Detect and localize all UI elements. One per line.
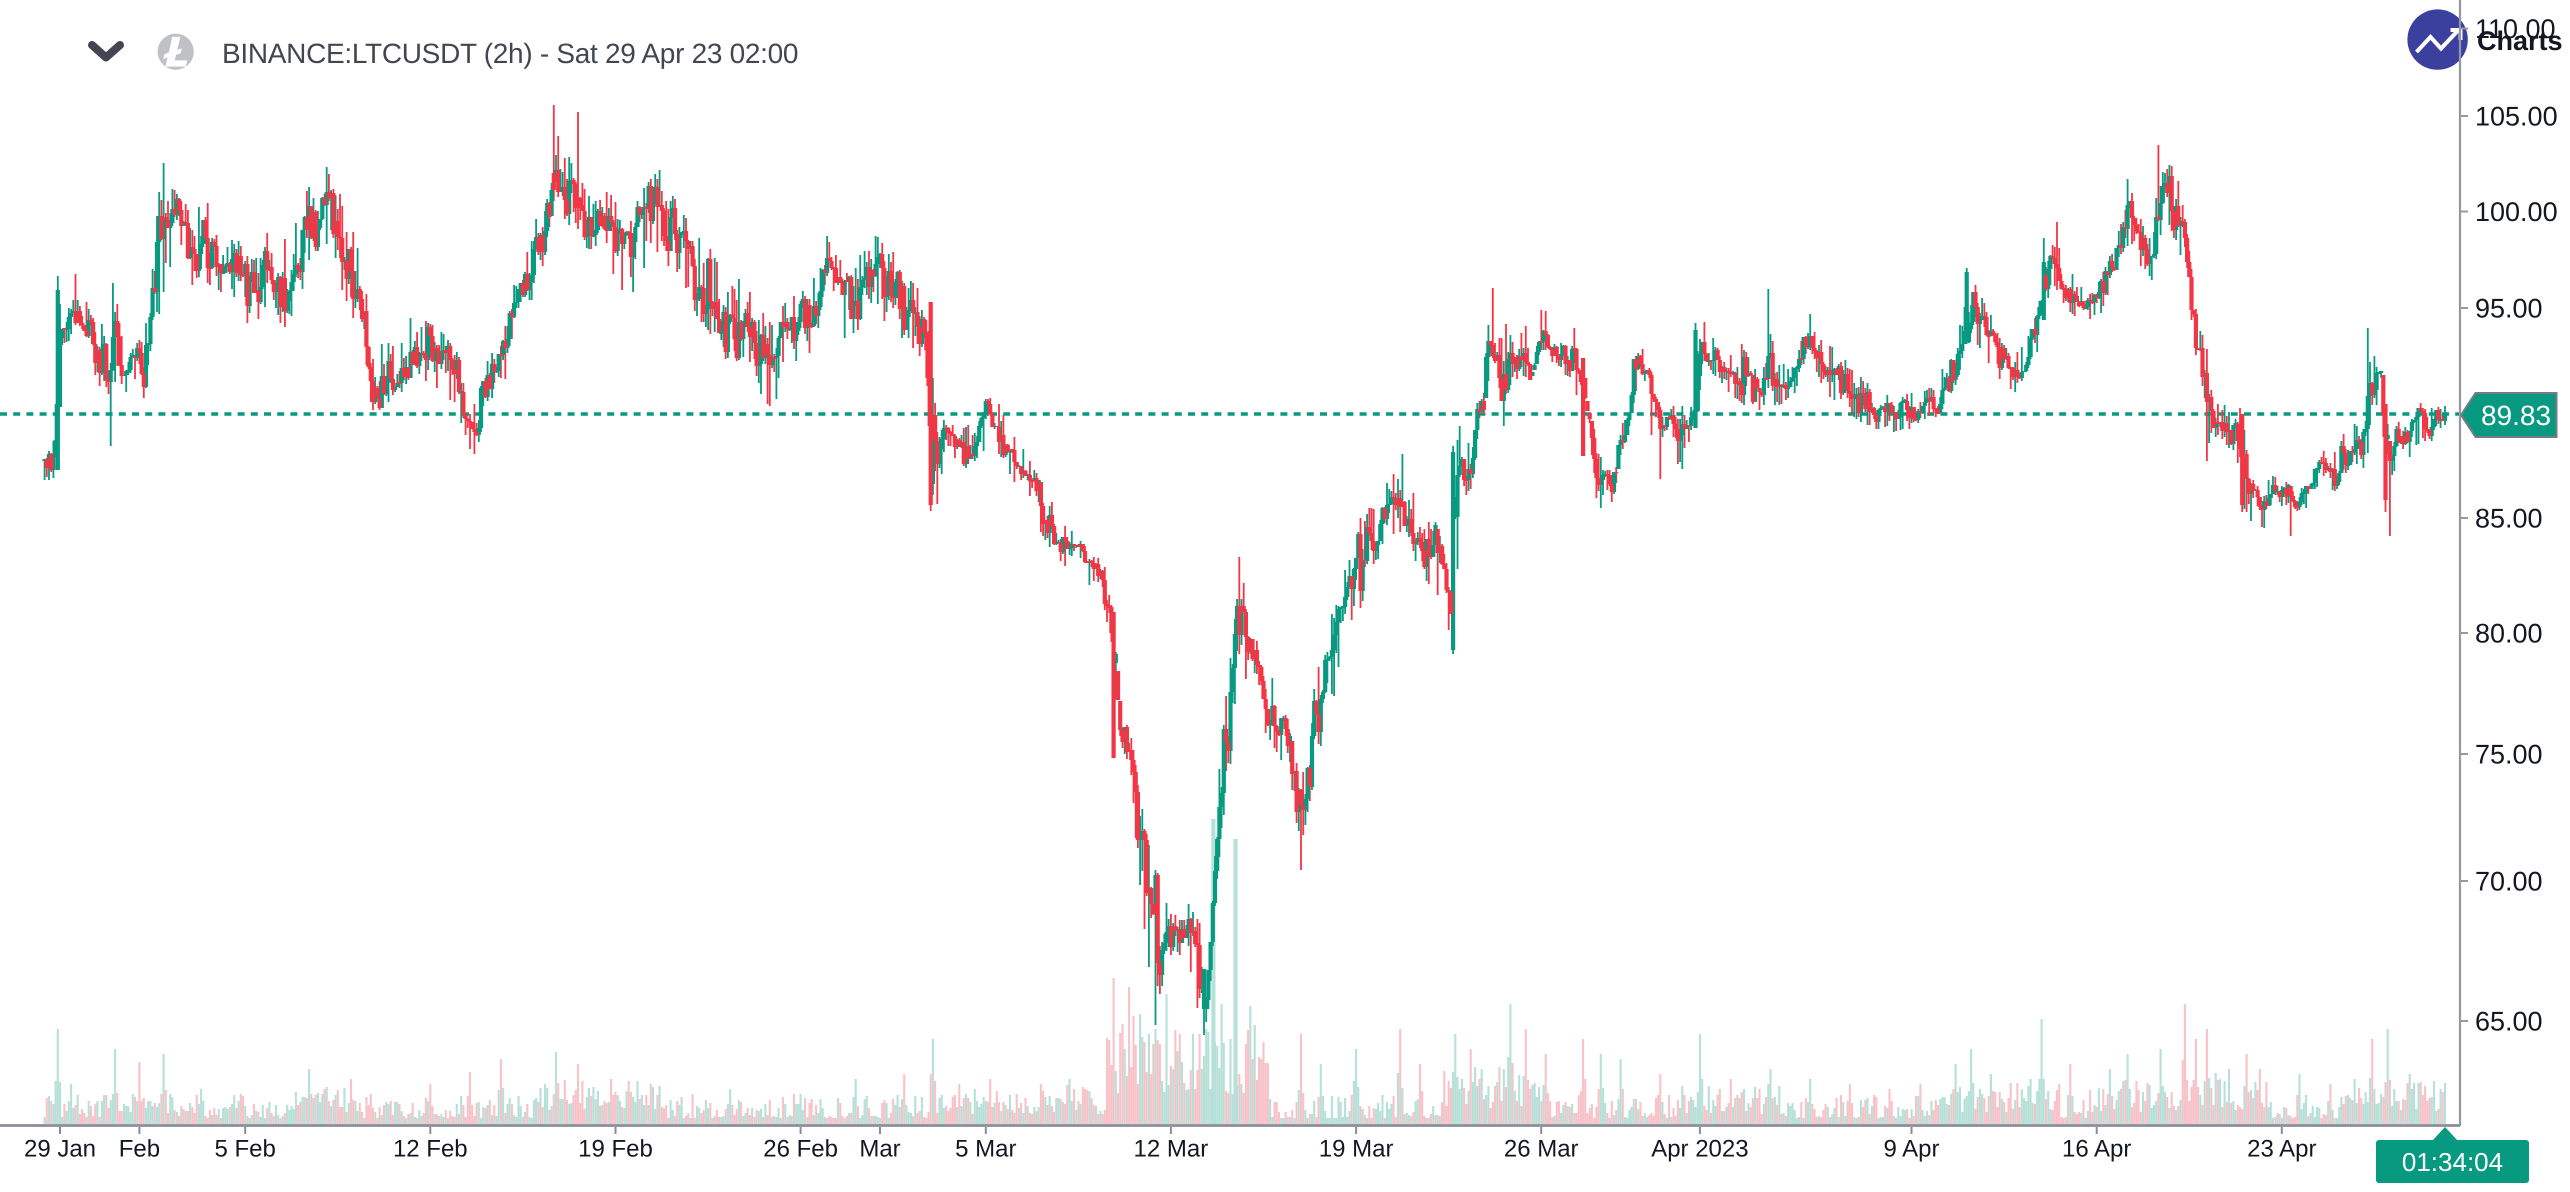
svg-text:89.83: 89.83 bbox=[2481, 400, 2551, 431]
svg-text:Charts b: Charts b bbox=[2477, 26, 2570, 56]
svg-text:Feb: Feb bbox=[119, 1136, 160, 1163]
svg-text:80.00: 80.00 bbox=[2475, 619, 2543, 649]
svg-text:19 Mar: 19 Mar bbox=[1319, 1136, 1394, 1163]
svg-text:BINANCE:LTCUSDT (2h) - Sat 29: BINANCE:LTCUSDT (2h) - Sat 29 Apr 23 02:… bbox=[222, 38, 798, 69]
svg-text:85.00: 85.00 bbox=[2475, 504, 2543, 534]
svg-text:65.00: 65.00 bbox=[2475, 1007, 2543, 1037]
svg-text:75.00: 75.00 bbox=[2475, 740, 2543, 770]
svg-text:Mar: Mar bbox=[859, 1136, 900, 1163]
svg-text:12 Mar: 12 Mar bbox=[1134, 1136, 1209, 1163]
svg-text:110.00: 110.00 bbox=[2475, 14, 2556, 44]
svg-text:23 Apr: 23 Apr bbox=[2247, 1136, 2316, 1163]
svg-text:100.00: 100.00 bbox=[2475, 197, 2558, 227]
svg-text:26 Feb: 26 Feb bbox=[763, 1136, 838, 1163]
svg-text:26 Mar: 26 Mar bbox=[1504, 1136, 1579, 1163]
svg-text:01:34:04: 01:34:04 bbox=[2402, 1147, 2503, 1177]
svg-text:9 Apr: 9 Apr bbox=[1883, 1136, 1939, 1163]
svg-text:16 Apr: 16 Apr bbox=[2062, 1136, 2131, 1163]
svg-text:95.00: 95.00 bbox=[2475, 294, 2543, 324]
svg-text:Apr 2023: Apr 2023 bbox=[1651, 1136, 1748, 1163]
svg-text:19 Feb: 19 Feb bbox=[578, 1136, 653, 1163]
svg-text:29 Jan: 29 Jan bbox=[24, 1136, 96, 1163]
svg-text:12 Feb: 12 Feb bbox=[393, 1136, 468, 1163]
svg-text:5 Feb: 5 Feb bbox=[215, 1136, 276, 1163]
svg-text:70.00: 70.00 bbox=[2475, 867, 2543, 897]
svg-text:5 Mar: 5 Mar bbox=[955, 1136, 1016, 1163]
svg-text:105.00: 105.00 bbox=[2475, 102, 2558, 132]
